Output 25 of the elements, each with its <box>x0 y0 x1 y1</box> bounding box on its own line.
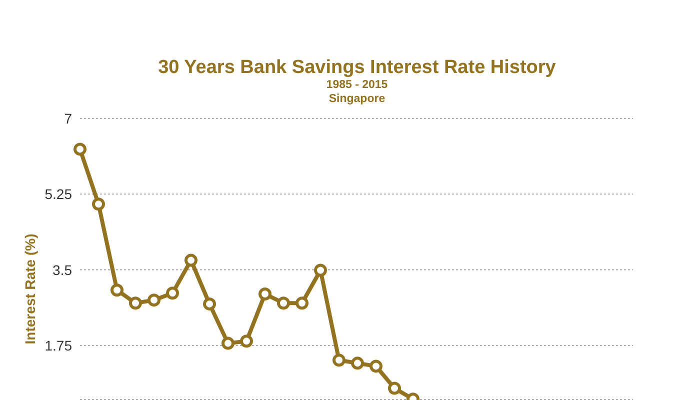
point <box>314 264 327 277</box>
y-tick-label: 3.5 <box>52 262 72 278</box>
point <box>370 360 382 373</box>
point <box>351 356 364 370</box>
point <box>203 297 216 310</box>
point <box>332 354 346 367</box>
point <box>92 198 105 211</box>
chart-subtitle: 1985 - 2015 Singapore <box>326 79 388 105</box>
point <box>222 336 234 350</box>
point <box>148 294 160 307</box>
y-tick-label: 1.75 <box>44 337 72 354</box>
point <box>129 296 142 310</box>
y-tick-label: 5.25 <box>44 186 72 202</box>
point <box>277 296 290 310</box>
y-tick-label: 7 <box>64 110 72 126</box>
point <box>240 334 253 348</box>
point <box>388 382 401 395</box>
point <box>166 286 179 300</box>
point <box>296 296 308 310</box>
point <box>184 254 198 267</box>
point <box>74 142 86 156</box>
y-axis-title: Interest Rate (%) <box>22 234 38 344</box>
point <box>258 288 272 301</box>
chart-title: 30 Years Bank Savings Interest Rate History <box>158 57 556 78</box>
point <box>110 284 124 297</box>
